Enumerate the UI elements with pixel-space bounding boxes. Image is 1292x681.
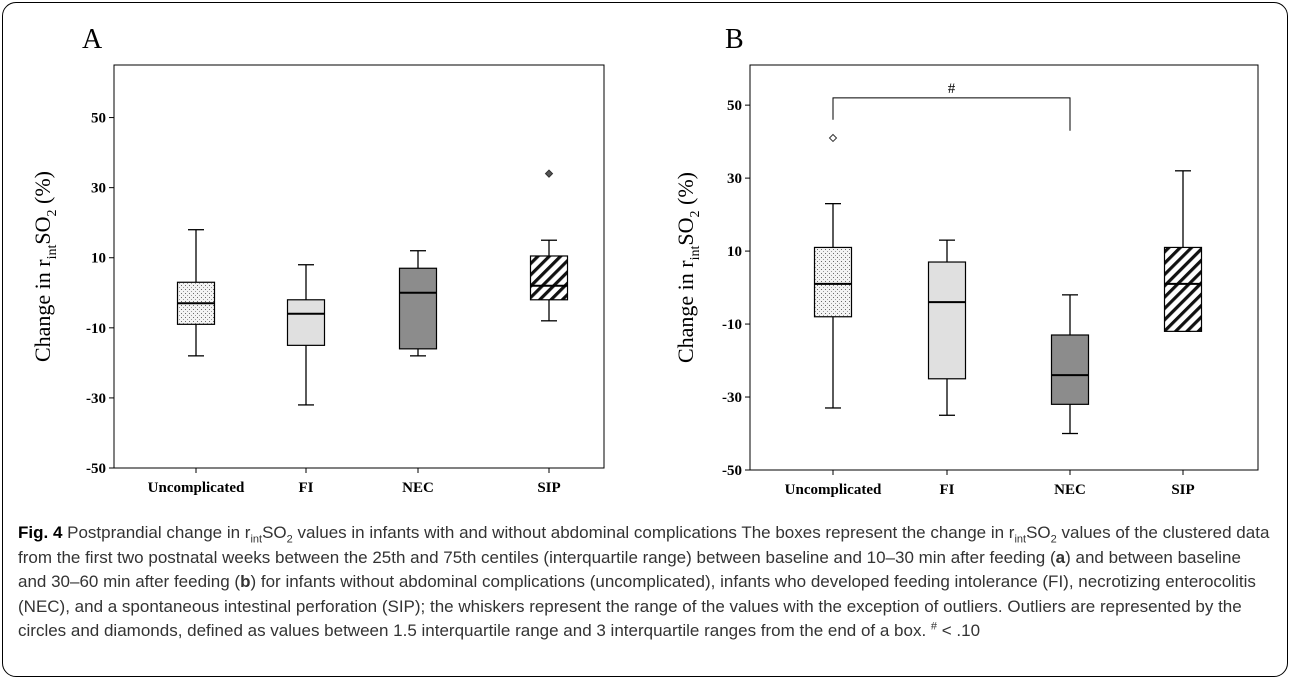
caption-panel-ref-b: b xyxy=(240,572,251,591)
figure-caption: Fig. 4 Postprandial change in rintSO2 va… xyxy=(18,521,1273,644)
y-tick-label: 50 xyxy=(91,111,106,127)
plot-frame xyxy=(749,64,1259,471)
caption-subscript: int xyxy=(1014,533,1027,546)
x-category-label: Uncomplicated xyxy=(785,482,882,498)
y-tick-label: 30 xyxy=(91,181,106,197)
caption-subscript: 2 xyxy=(286,533,293,546)
caption-text: SO xyxy=(262,523,287,542)
caption-superscript: # xyxy=(930,620,938,633)
significance-bracket xyxy=(832,97,1071,131)
outlier-marker xyxy=(828,133,838,143)
caption-text: SO xyxy=(1026,523,1051,542)
y-axis-label: Change in rintSO2 (%) xyxy=(673,172,703,363)
outlier-marker xyxy=(544,169,554,178)
y-tick-label: 50 xyxy=(727,98,742,114)
caption-text: ) and between baseline and 30–60 min aft… xyxy=(18,547,1241,592)
y-tick-label: 10 xyxy=(91,251,106,267)
caption-subscript: int xyxy=(250,533,263,546)
y-tick-label: -10 xyxy=(722,317,742,333)
box-iqr xyxy=(1050,334,1090,405)
y-tick-label: -30 xyxy=(86,391,106,407)
significance-label: # xyxy=(948,81,956,97)
panel-letter: B xyxy=(725,24,744,55)
y-tick-label: -50 xyxy=(86,461,106,477)
caption-text: Postprandial change in r xyxy=(62,523,251,542)
box-iqr xyxy=(529,255,569,301)
box-iqr xyxy=(927,261,967,380)
caption-subscript: 2 xyxy=(1050,533,1057,546)
box-iqr xyxy=(286,299,326,346)
x-category-label: SIP xyxy=(1171,482,1194,498)
box-iqr xyxy=(1163,246,1203,332)
plot-frame xyxy=(113,64,605,469)
x-category-label: NEC xyxy=(1054,482,1086,498)
caption-text: ) for infants without abdominal complica… xyxy=(18,572,1256,640)
y-tick-label: -10 xyxy=(86,321,106,337)
caption-panel-ref-a: a xyxy=(1055,547,1066,567)
y-tick-label: -50 xyxy=(722,463,742,479)
panel-a-chart: A 50 30 10 -10 -30 -50 Change in rintSO2 (%) Unc… xyxy=(30,24,605,496)
x-category-label: Uncomplicated xyxy=(148,480,245,496)
panel-b-chart: B 50 30 10 -10 -30 -50 Change in rintSO2 (%) Unc… xyxy=(673,24,1259,498)
x-category-label: FI xyxy=(299,480,314,496)
caption-text: values of the clustered data from the fi… xyxy=(18,523,1270,567)
caption-text: values in infants with and without abdom… xyxy=(292,523,1015,542)
figure-plots: A 50 30 10 -10 -30 -50 Change in rintSO2 (%) Unc… xyxy=(30,24,1259,498)
x-category-label: FI xyxy=(940,482,955,498)
box-iqr xyxy=(813,246,853,318)
caption-title: Fig. 4 xyxy=(18,523,63,542)
caption-text: < .10 xyxy=(937,621,981,640)
y-tick-label: 10 xyxy=(727,244,742,260)
x-category-label: SIP xyxy=(537,480,560,496)
y-axis-label: Change in rintSO2 (%) xyxy=(30,171,60,362)
y-tick-label: -30 xyxy=(722,390,742,406)
panel-letter: A xyxy=(82,24,103,55)
box-iqr xyxy=(398,267,438,350)
x-category-label: NEC xyxy=(402,480,434,496)
y-tick-label: 30 xyxy=(727,171,742,187)
